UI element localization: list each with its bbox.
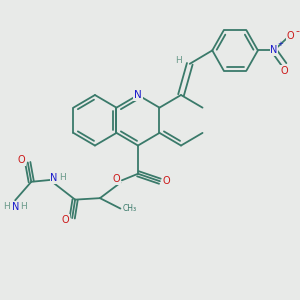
Text: CH₃: CH₃ — [123, 204, 137, 213]
Text: N: N — [270, 45, 278, 56]
Text: O: O — [163, 176, 170, 186]
Text: N: N — [134, 90, 142, 100]
Text: H: H — [21, 202, 27, 211]
Text: O: O — [280, 66, 288, 76]
Text: H: H — [59, 173, 66, 182]
Text: O: O — [62, 214, 70, 224]
Text: H: H — [3, 202, 10, 211]
Text: N: N — [50, 173, 58, 183]
Text: N: N — [11, 202, 19, 212]
Text: -: - — [296, 26, 299, 36]
Text: H: H — [175, 56, 182, 65]
Text: O: O — [17, 155, 25, 165]
Text: +: + — [278, 41, 283, 47]
Text: O: O — [287, 32, 294, 41]
Text: O: O — [113, 174, 120, 184]
